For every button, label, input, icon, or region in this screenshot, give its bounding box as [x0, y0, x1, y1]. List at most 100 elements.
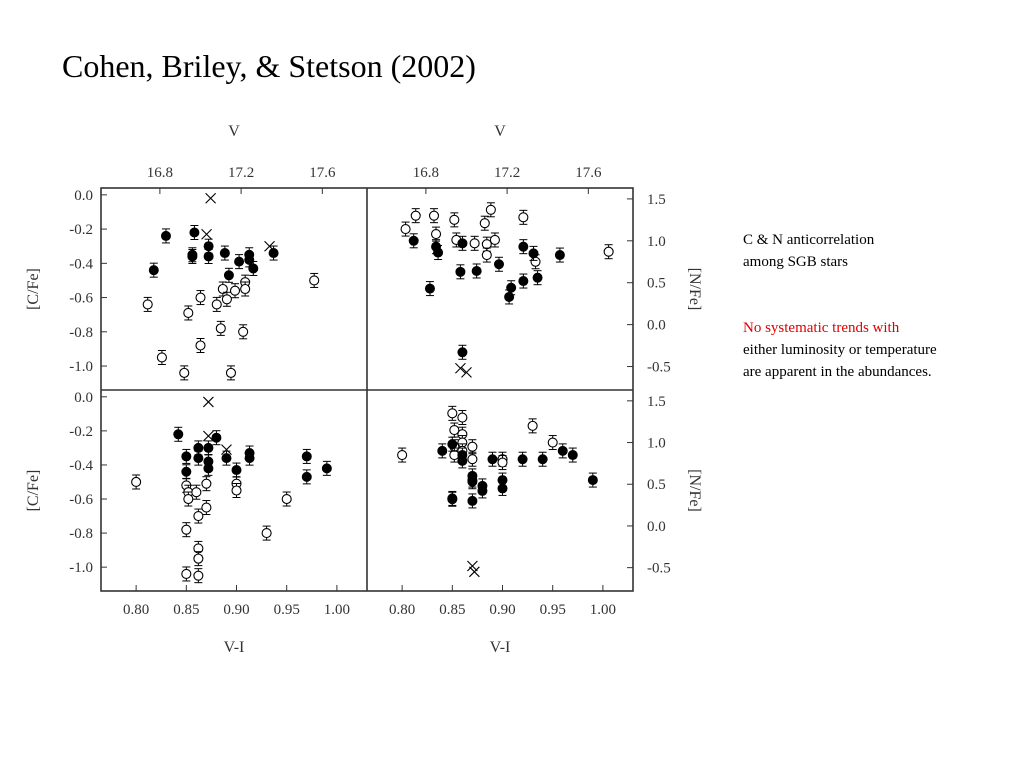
x-tick-label-bottom: 1.00: [324, 602, 350, 618]
open-circle-point: [229, 285, 241, 296]
open-circle-point: [217, 283, 228, 295]
open-circle-point: [215, 323, 226, 334]
x-tick-label-top: 17.6: [575, 165, 602, 181]
filled-circle-point: [457, 238, 468, 249]
y-tick-label-right: 1.5: [647, 394, 666, 410]
x-axis-label-bottom: V-I: [224, 639, 245, 656]
open-circle-point: [201, 478, 212, 489]
filled-circle-point: [221, 453, 232, 464]
open-circle-point: [193, 553, 204, 564]
y-tick-label-left: -0.6: [69, 291, 93, 307]
open-circle-point: [457, 412, 468, 423]
x-tick-label-bottom: 0.85: [439, 602, 465, 618]
y-tick-label-right: 0.5: [647, 276, 666, 292]
filled-circle-point: [517, 454, 528, 465]
x-tick-label-top: 17.2: [228, 165, 254, 181]
y-axis-label-right: [N/Fe]: [686, 268, 703, 311]
x-tick-label-top: 17.2: [494, 165, 520, 181]
open-circle-point: [497, 457, 508, 468]
note-2-line-3: are apparent in the abundances.: [743, 364, 932, 380]
filled-circle-point: [487, 454, 498, 465]
x-axis-label-bottom: V-I: [490, 639, 511, 656]
x-axis-label-top: V: [228, 123, 240, 140]
open-circle-point: [281, 493, 292, 505]
open-circle-point: [240, 283, 251, 295]
filled-circle-point: [587, 475, 598, 486]
y-tick-label-right: 0.0: [647, 318, 666, 334]
y-tick-label-left: -0.8: [69, 325, 93, 341]
filled-circle-point: [193, 453, 204, 464]
x-tick-label-bottom: 0.90: [489, 602, 515, 618]
filled-circle-point: [268, 248, 279, 259]
cross-point: [469, 566, 480, 578]
filled-circle-point: [528, 248, 539, 259]
filled-circle-point: [437, 445, 448, 456]
filled-circle-point: [557, 445, 568, 456]
filled-circle-point: [223, 270, 234, 281]
y-tick-label-left: -0.4: [69, 256, 93, 272]
open-circle-point: [131, 476, 142, 488]
filled-circle-point: [457, 450, 468, 461]
filled-circle-point: [567, 450, 578, 461]
y-tick-label-left: -0.2: [69, 424, 93, 440]
y-tick-label-right: 1.0: [647, 436, 666, 452]
cross-point: [221, 444, 232, 456]
filled-circle-point: [471, 265, 482, 276]
y-tick-label-right: 0.5: [647, 477, 666, 493]
cross-point: [203, 396, 214, 408]
filled-circle-point: [537, 454, 548, 465]
filled-circle-point: [532, 272, 543, 283]
open-circle-point: [193, 570, 204, 581]
filled-circle-point: [301, 451, 312, 462]
open-circle-point: [449, 214, 460, 225]
filled-circle-point: [518, 241, 529, 252]
cross-point: [205, 192, 217, 204]
filled-circle-point: [321, 463, 332, 474]
filled-circle-point: [447, 439, 458, 450]
y-tick-label-left: 0.0: [74, 390, 93, 406]
x-tick-label-bottom: 0.85: [173, 602, 199, 618]
y-tick-label-right: 1.5: [647, 192, 666, 208]
y-tick-label-left: -0.4: [69, 458, 93, 474]
cross-point: [264, 240, 275, 252]
open-circle-point: [467, 441, 478, 452]
cross-point: [203, 430, 214, 442]
x-tick-label-bottom: 0.95: [540, 602, 566, 618]
filled-circle-point: [219, 248, 230, 259]
open-circle-point: [211, 299, 222, 310]
filled-circle-point: [181, 466, 192, 477]
open-circle-point: [518, 212, 529, 223]
filled-circle-point: [203, 442, 214, 453]
filled-circle-point: [497, 483, 508, 494]
note-2-highlight: No systematic trends with: [743, 320, 900, 336]
filled-circle-point: [189, 227, 200, 238]
open-circle-point: [309, 275, 320, 286]
filled-circle-point: [467, 476, 478, 487]
filled-circle-point: [244, 254, 255, 265]
y-axis-label-right: [N/Fe]: [686, 469, 703, 512]
open-circle-point: [397, 450, 408, 461]
filled-circle-point: [160, 230, 171, 241]
filled-circle-point: [248, 263, 259, 274]
filled-circle-point: [457, 347, 468, 358]
filled-circle-point: [506, 282, 517, 293]
open-circle-point: [467, 454, 478, 465]
open-circle-point: [221, 294, 232, 305]
open-circle-point: [179, 367, 190, 378]
filled-circle-point: [518, 276, 529, 287]
open-circle-point: [603, 246, 614, 257]
x-tick-label-bottom: 0.80: [389, 602, 415, 618]
open-circle-point: [469, 238, 480, 249]
filled-circle-point: [447, 493, 458, 504]
scatter-figure: 0.0 -0.2 -0.4 -0.6 -0.8 -1.0 [C/Fe] 0.0 -0.2 -0.4…: [25, 123, 703, 656]
open-circle-point: [156, 352, 167, 363]
filled-circle-point: [424, 283, 435, 294]
filled-circle-point: [173, 429, 184, 440]
cross-point: [467, 560, 478, 572]
open-circle-point: [183, 307, 194, 319]
open-circle-point: [238, 326, 249, 337]
y-tick-label-left: -0.8: [69, 526, 93, 542]
open-circle-point: [530, 256, 541, 267]
x-tick-label-bottom: 0.95: [274, 602, 300, 618]
filled-circle-point: [504, 291, 515, 302]
